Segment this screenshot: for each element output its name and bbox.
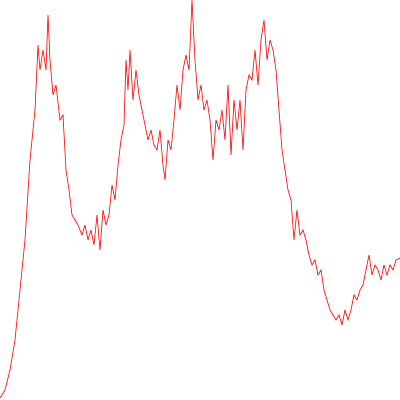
chart bbox=[0, 0, 400, 399]
data-line bbox=[0, 0, 400, 399]
